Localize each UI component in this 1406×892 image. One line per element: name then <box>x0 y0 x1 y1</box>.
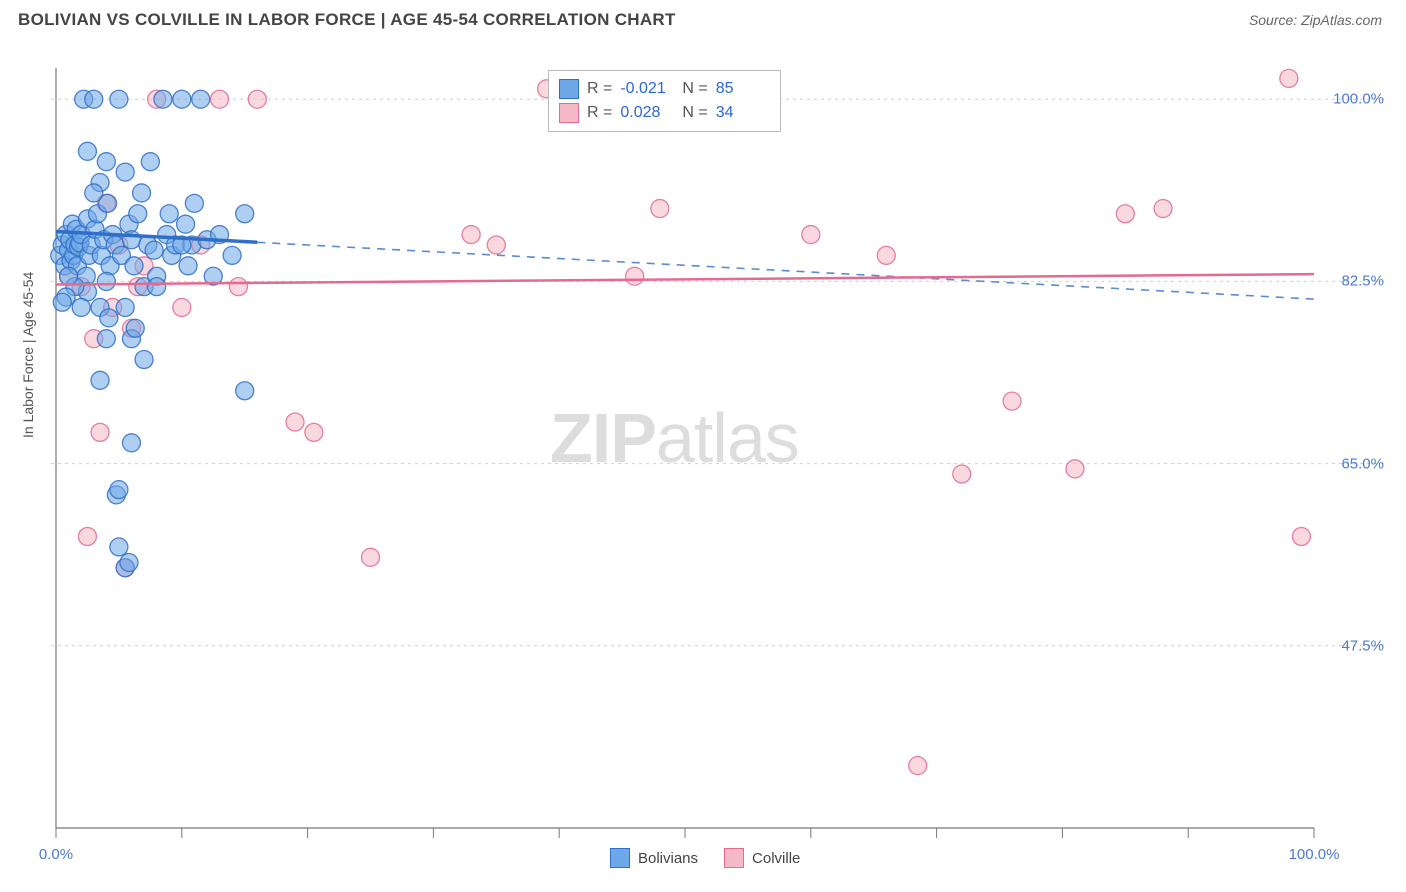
stats-row-colville: R = 0.028 N = 34 <box>559 101 770 125</box>
y-tick-label: 100.0% <box>1333 91 1384 108</box>
scatter-plot-svg <box>50 48 1390 888</box>
x-tick-label: 0.0% <box>39 846 73 863</box>
swatch-colville <box>724 848 744 868</box>
legend-label: Colville <box>752 850 800 867</box>
legend-item-bolivians: Bolivians <box>610 848 698 868</box>
source-attribution: Source: ZipAtlas.com <box>1249 12 1382 28</box>
legend-label: Bolivians <box>638 850 698 867</box>
stat-n-bolivians: 85 <box>716 77 770 101</box>
y-tick-label: 82.5% <box>1341 273 1384 290</box>
y-tick-label: 65.0% <box>1341 455 1384 472</box>
chart-area: In Labor Force | Age 45-54 ZIPatlas R = … <box>50 48 1390 838</box>
stat-r-bolivians: -0.021 <box>620 77 674 101</box>
swatch-bolivians <box>559 79 579 99</box>
y-axis-label: In Labor Force | Age 45-54 <box>20 272 36 438</box>
chart-title: BOLIVIAN VS COLVILLE IN LABOR FORCE | AG… <box>18 10 676 30</box>
stat-r-colville: 0.028 <box>620 101 674 125</box>
legend-item-colville: Colville <box>724 848 800 868</box>
bottom-legend: Bolivians Colville <box>610 848 800 868</box>
stat-label-n: N = <box>682 101 707 125</box>
swatch-bolivians <box>610 848 630 868</box>
y-tick-label: 47.5% <box>1341 637 1384 654</box>
stat-label-r: R = <box>587 77 612 101</box>
stat-n-colville: 34 <box>716 101 770 125</box>
correlation-stats-box: R = -0.021 N = 85 R = 0.028 N = 34 <box>548 70 781 132</box>
stat-label-r: R = <box>587 101 612 125</box>
stats-row-bolivians: R = -0.021 N = 85 <box>559 77 770 101</box>
swatch-colville <box>559 103 579 123</box>
x-tick-label: 100.0% <box>1289 846 1340 863</box>
stat-label-n: N = <box>682 77 707 101</box>
